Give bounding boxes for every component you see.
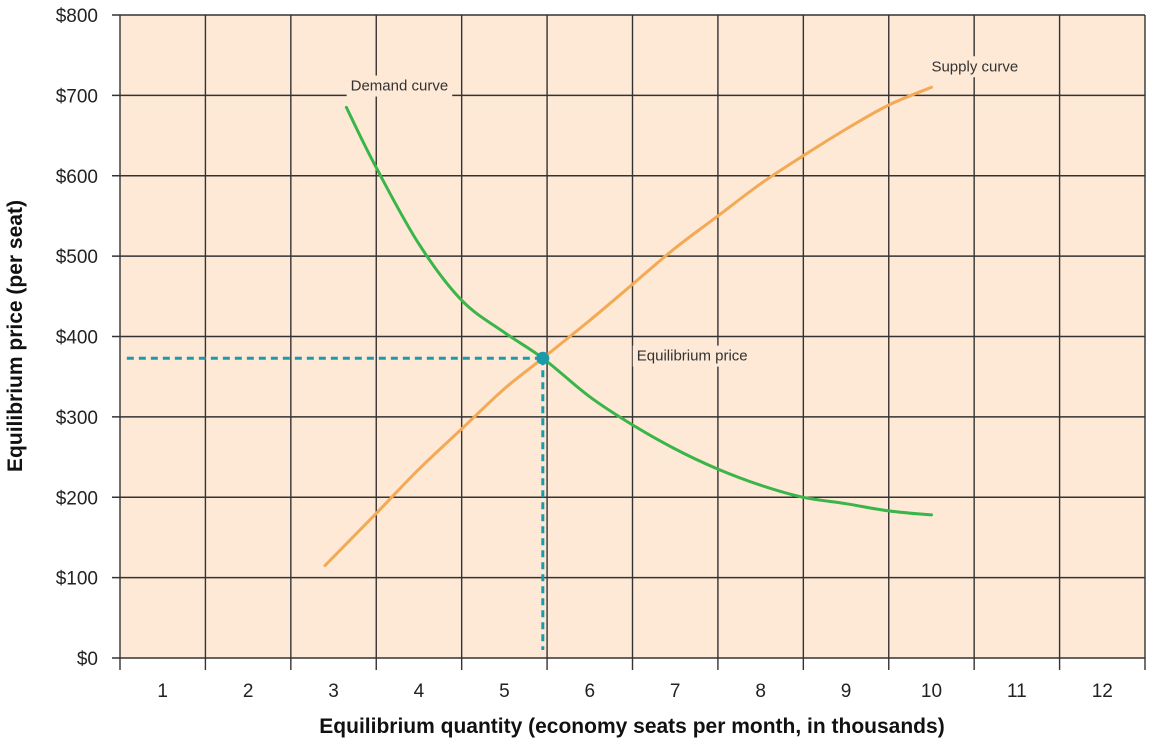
y-tick-label: $0 <box>77 649 98 670</box>
demand-curve-annotation-group: Demand curve <box>346 75 453 97</box>
x-tick-label: 1 <box>157 681 168 702</box>
y-tick-label: $200 <box>56 488 98 509</box>
equilibrium-price-annotation-group: Equilibrium price <box>632 345 752 367</box>
annotation-background <box>927 56 1023 78</box>
demand-curve-label: Demand curve <box>351 78 449 95</box>
y-tick-label: $800 <box>56 6 98 27</box>
y-tick-label: $400 <box>56 328 98 349</box>
series-layer <box>126 85 933 650</box>
demand-curve-line <box>344 105 933 517</box>
y-tick-label: $300 <box>56 408 98 429</box>
y-tick-label: $600 <box>56 167 98 188</box>
x-axis: 1 2 3 4 5 6 7 8 9 10 11 12 <box>157 681 1112 702</box>
x-axis-title: Equilibrium quantity (economy seats per … <box>319 715 944 738</box>
x-tick-label: 8 <box>755 681 766 702</box>
x-tick-label: 4 <box>414 681 425 702</box>
supply-curve-label: Supply curve <box>931 58 1018 75</box>
x-tick-label: 6 <box>585 681 596 702</box>
x-tick-label: 11 <box>1007 681 1027 702</box>
y-tick-label: $500 <box>56 247 98 268</box>
annotation-background <box>346 75 453 97</box>
grid <box>112 14 1146 670</box>
annotations: Demand curve Supply curve Equilibrium pric… <box>346 56 1023 367</box>
y-axis: $0 $100 $200 $300 $400 $500 $600 $700 $800 <box>56 6 98 670</box>
x-tick-label: 5 <box>499 681 510 702</box>
equilibrium-point <box>536 351 550 365</box>
y-axis-title: Equilibrium price (per seat) <box>4 200 27 472</box>
supply-curve-line <box>323 85 933 568</box>
annotation-background <box>632 345 752 367</box>
x-tick-label: 2 <box>243 681 254 702</box>
x-tick-label: 9 <box>841 681 852 702</box>
supply-curve-annotation-group: Supply curve <box>927 56 1023 78</box>
x-tick-label: 10 <box>921 681 942 702</box>
x-tick-label: 7 <box>670 681 681 702</box>
y-tick-label: $100 <box>56 569 98 590</box>
equilibrium-price-label: Equilibrium price <box>637 348 748 365</box>
x-tick-label: 12 <box>1092 681 1113 702</box>
y-tick-label: $700 <box>56 86 98 107</box>
x-tick-label: 3 <box>328 681 339 702</box>
